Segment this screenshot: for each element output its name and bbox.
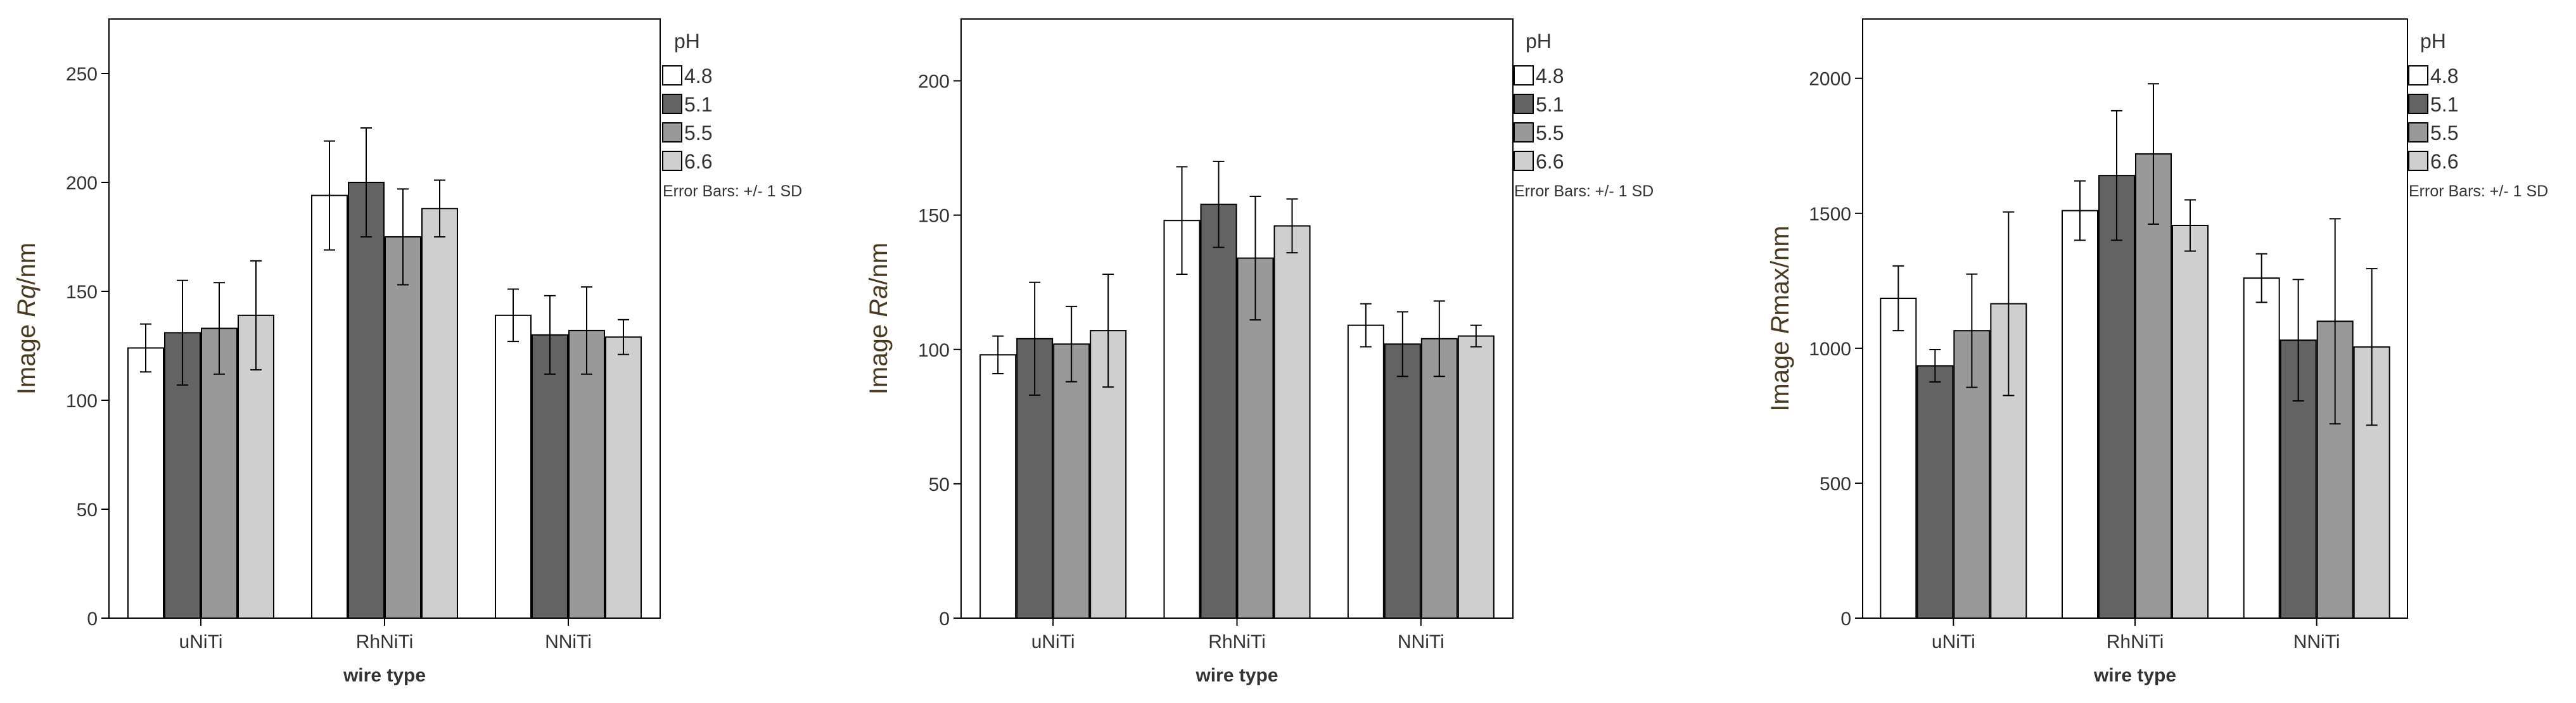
legend-label: 5.1 — [1536, 93, 1564, 116]
legend-label: 5.5 — [1536, 122, 1564, 144]
bar-RhNiTi-ph-5.5 — [385, 236, 421, 619]
legend-swatch-ph-5.5 — [662, 122, 682, 142]
bar-RhNiTi-ph-6.6 — [2172, 224, 2209, 619]
legend-label: 4.8 — [2430, 65, 2458, 87]
legend-swatch-ph-5.1 — [1514, 94, 1534, 114]
y-tick-label: 200 — [918, 72, 950, 92]
bar-RhNiTi-ph-5.5 — [2135, 153, 2172, 619]
y-tick-label: 50 — [929, 474, 950, 495]
y-axis-title-suffix: /nm — [865, 243, 893, 285]
y-axis-title: Image Ra/nm — [865, 243, 893, 395]
bar-uNiTi-ph-5.5 — [1053, 343, 1090, 619]
legend-label: 5.5 — [2430, 122, 2458, 144]
bar-RhNiTi-ph-6.6 — [421, 208, 458, 619]
bar-RhNiTi-ph-5.1 — [348, 182, 385, 619]
chart-panel-2: 0 50 100 150 200 Image Ra/nm uNiTi RhNiTi NNiTi w… — [865, 18, 1654, 686]
y-tick-label: 100 — [918, 340, 950, 361]
bar-NNiTi-ph-5.5 — [1420, 338, 1458, 619]
legend-swatch-ph-6.6 — [662, 151, 682, 171]
y-tick-label: 100 — [66, 391, 98, 412]
y-axis-title-prefix: Image — [865, 317, 893, 395]
bar-uNiTi-ph-4.8 — [979, 354, 1017, 619]
legend-swatch-ph-5.1 — [2408, 94, 2428, 114]
legend-swatch-ph-5.5 — [1514, 122, 1534, 142]
x-tick-label: NNiTi — [2293, 631, 2340, 652]
chart-panel-3: 0 500 1000 1500 2000 Image Rmax/nm uNiTi RhNiTi… — [1766, 18, 2548, 686]
y-tick-label: 150 — [918, 206, 950, 227]
y-axis-title: Image Rq/nm — [13, 243, 41, 395]
x-tick-label: uNiTi — [179, 631, 223, 652]
bar-NNiTi-ph-6.6 — [605, 336, 642, 619]
legend-label: 5.1 — [684, 93, 712, 116]
x-axis-title: wire type — [2093, 665, 2176, 686]
bar-uNiTi-ph-5.1 — [1916, 365, 1954, 619]
x-tick-label: uNiTi — [1031, 631, 1075, 652]
legend-title: pH — [674, 30, 700, 53]
x-tick-label: NNiTi — [545, 631, 592, 652]
legend-label: 6.6 — [684, 150, 712, 173]
bar-RhNiTi-ph-5.1 — [2098, 175, 2135, 619]
error-bar-note: Error Bars: +/- 1 SD — [1514, 182, 1654, 200]
y-axis-title-prefix: Image — [13, 317, 41, 395]
bar-RhNiTi-ph-5.1 — [1200, 203, 1237, 619]
legend-swatch-ph-4.8 — [2408, 65, 2428, 86]
x-tick-label: NNiTi — [1398, 631, 1444, 652]
error-bar-note: Error Bars: +/- 1 SD — [663, 182, 802, 200]
bar-NNiTi-ph-5.1 — [532, 334, 568, 619]
legend-swatch-ph-5.5 — [2408, 122, 2428, 142]
bar-NNiTi-ph-5.5 — [568, 329, 605, 619]
legend-swatch-ph-6.6 — [1514, 151, 1534, 171]
error-bar-note: Error Bars: +/- 1 SD — [2409, 182, 2548, 200]
bar-RhNiTi-ph-4.8 — [2062, 210, 2098, 619]
y-tick-label: 2000 — [1809, 69, 1851, 90]
bar-NNiTi-ph-6.6 — [1457, 335, 1495, 619]
y-tick-label: 1000 — [1809, 339, 1851, 360]
x-tick-label: RhNiTi — [356, 631, 414, 652]
x-tick-label: RhNiTi — [2107, 631, 2164, 652]
bar-RhNiTi-ph-4.8 — [1163, 220, 1201, 619]
legend-swatch-ph-5.1 — [662, 94, 682, 114]
y-axis-title-prefix: Image — [1766, 334, 1794, 411]
bar-uNiTi-ph-4.8 — [1880, 298, 1917, 619]
y-tick-label: 250 — [66, 64, 98, 85]
y-tick-label: 200 — [66, 173, 98, 194]
y-axis-title-variable: Rq — [13, 285, 41, 317]
legend-label: 5.5 — [684, 122, 712, 144]
x-axis-title: wire type — [1195, 665, 1278, 686]
legend-label: 4.8 — [1536, 65, 1564, 87]
legend-label: 4.8 — [684, 65, 712, 87]
bar-NNiTi-ph-4.8 — [495, 314, 532, 619]
y-tick-label: 0 — [1840, 609, 1851, 630]
x-tick-label: RhNiTi — [1208, 631, 1266, 652]
bar-NNiTi-ph-5.1 — [1384, 343, 1421, 619]
chart-panel-1: 0 50 100 150 200 250 Image Rq/nm uNiTi RhNiTi NNi… — [13, 18, 802, 686]
y-tick-label: 0 — [939, 609, 950, 630]
bar-uNiTi-ph-4.8 — [127, 347, 164, 619]
y-tick-label: 0 — [87, 609, 98, 630]
y-tick-label: 150 — [66, 282, 98, 303]
y-axis-title-variable: Ra — [865, 285, 893, 317]
legend-label: 5.1 — [2430, 93, 2458, 116]
bar-RhNiTi-ph-6.6 — [1273, 225, 1311, 619]
y-tick-label: 500 — [1820, 474, 1851, 495]
legend-swatch-ph-6.6 — [2408, 151, 2428, 171]
legend-swatch-ph-4.8 — [662, 65, 682, 86]
y-tick-label: 50 — [77, 500, 98, 521]
bar-NNiTi-ph-4.8 — [1347, 324, 1384, 619]
legend-label: 6.6 — [2430, 150, 2458, 173]
legend-title: pH — [1526, 30, 1552, 53]
bar-RhNiTi-ph-4.8 — [311, 194, 348, 619]
legend-title: pH — [2420, 30, 2446, 53]
bar-NNiTi-ph-4.8 — [2243, 277, 2280, 619]
y-axis-title-suffix: max/nm — [1766, 225, 1794, 315]
x-tick-label: uNiTi — [1932, 631, 1975, 652]
y-tick-label: 1500 — [1809, 204, 1851, 225]
legend-label: 6.6 — [1536, 150, 1564, 173]
legend-swatch-ph-4.8 — [1514, 65, 1534, 86]
y-axis-title-suffix: /nm — [13, 243, 41, 285]
y-axis-title-variable: R — [1766, 316, 1794, 334]
x-axis-title: wire type — [343, 665, 426, 686]
y-axis-title: Image Rmax/nm — [1766, 225, 1794, 411]
